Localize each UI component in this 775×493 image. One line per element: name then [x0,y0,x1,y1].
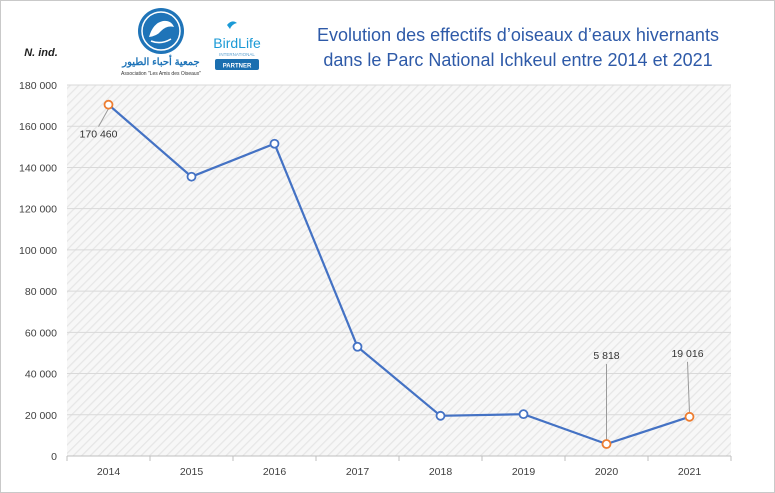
y-axis-label: N. ind. [24,47,58,59]
birdlife-badge-label: PARTNER [223,64,252,70]
aao-arabic-name: جمعية أحباء الطيور [121,55,200,68]
x-tick-label: 2017 [346,466,370,478]
series-line [107,103,690,446]
y-tick-label: 160 000 [19,121,57,133]
x-tick-label: 2021 [678,466,702,478]
birdlife-bird-icon [227,21,237,29]
birdlife-international: INTERNATIONAL [219,52,255,57]
data-point [269,138,280,149]
x-tick-label: 2018 [429,466,453,478]
data-point [352,341,363,352]
y-tick-label: 0 [51,451,57,463]
data-point [518,409,529,420]
annotation-leader [687,361,690,413]
data-point [103,99,114,110]
y-tick-label: 40 000 [25,369,57,381]
x-tick-label: 2020 [595,466,619,478]
data-point [601,439,612,449]
y-tick-labels: 0 20 000 40 000 60 000 80 000 100 000 120 000 1… [19,80,57,463]
birdlife-name: BirdLife [213,35,261,51]
data-label: 5 818 [593,350,619,362]
data-point [684,411,695,422]
x-tick-labels: 2014 2015 2016 2017 2018 2019 2020 2021 [97,466,702,478]
x-tick-label: 2016 [263,466,287,478]
data-label: 170 460 [80,129,118,141]
data-labels: 170 460 5 818 19 016 [80,129,704,362]
gridlines [66,84,732,461]
y-tick-label: 60 000 [25,327,57,339]
y-tick-label: 120 000 [19,204,57,216]
birdlife-logo: BirdLife INTERNATIONAL PARTNER [213,21,261,70]
y-tick-label: 140 000 [19,162,57,174]
y-tick-label: 20 000 [25,410,57,422]
annotation-leaders [98,108,690,441]
y-tick-label: 100 000 [19,245,57,257]
x-tick-label: 2015 [180,466,204,478]
aao-french-name: Association "Les Amis des Oiseaux" [121,71,201,77]
chart-title-line-2: dans le Parc National Ichkeul entre 2014… [323,50,712,70]
data-point [435,410,446,421]
x-tick-label: 2019 [512,466,536,478]
aao-logo: جمعية أحباء الطيور Association "Les Amis… [121,8,201,77]
data-points [103,99,695,449]
chart-title-line-1: Evolution des effectifs d’oiseaux d’eaux… [317,25,719,45]
x-tick-label: 2014 [97,466,121,478]
annotation-leader [98,108,109,127]
y-tick-label: 80 000 [25,286,57,298]
y-tick-label: 180 000 [19,80,57,92]
data-label: 19 016 [671,348,703,360]
data-point [186,171,197,182]
plot-area [67,85,731,456]
birdlife-badge [215,59,259,70]
